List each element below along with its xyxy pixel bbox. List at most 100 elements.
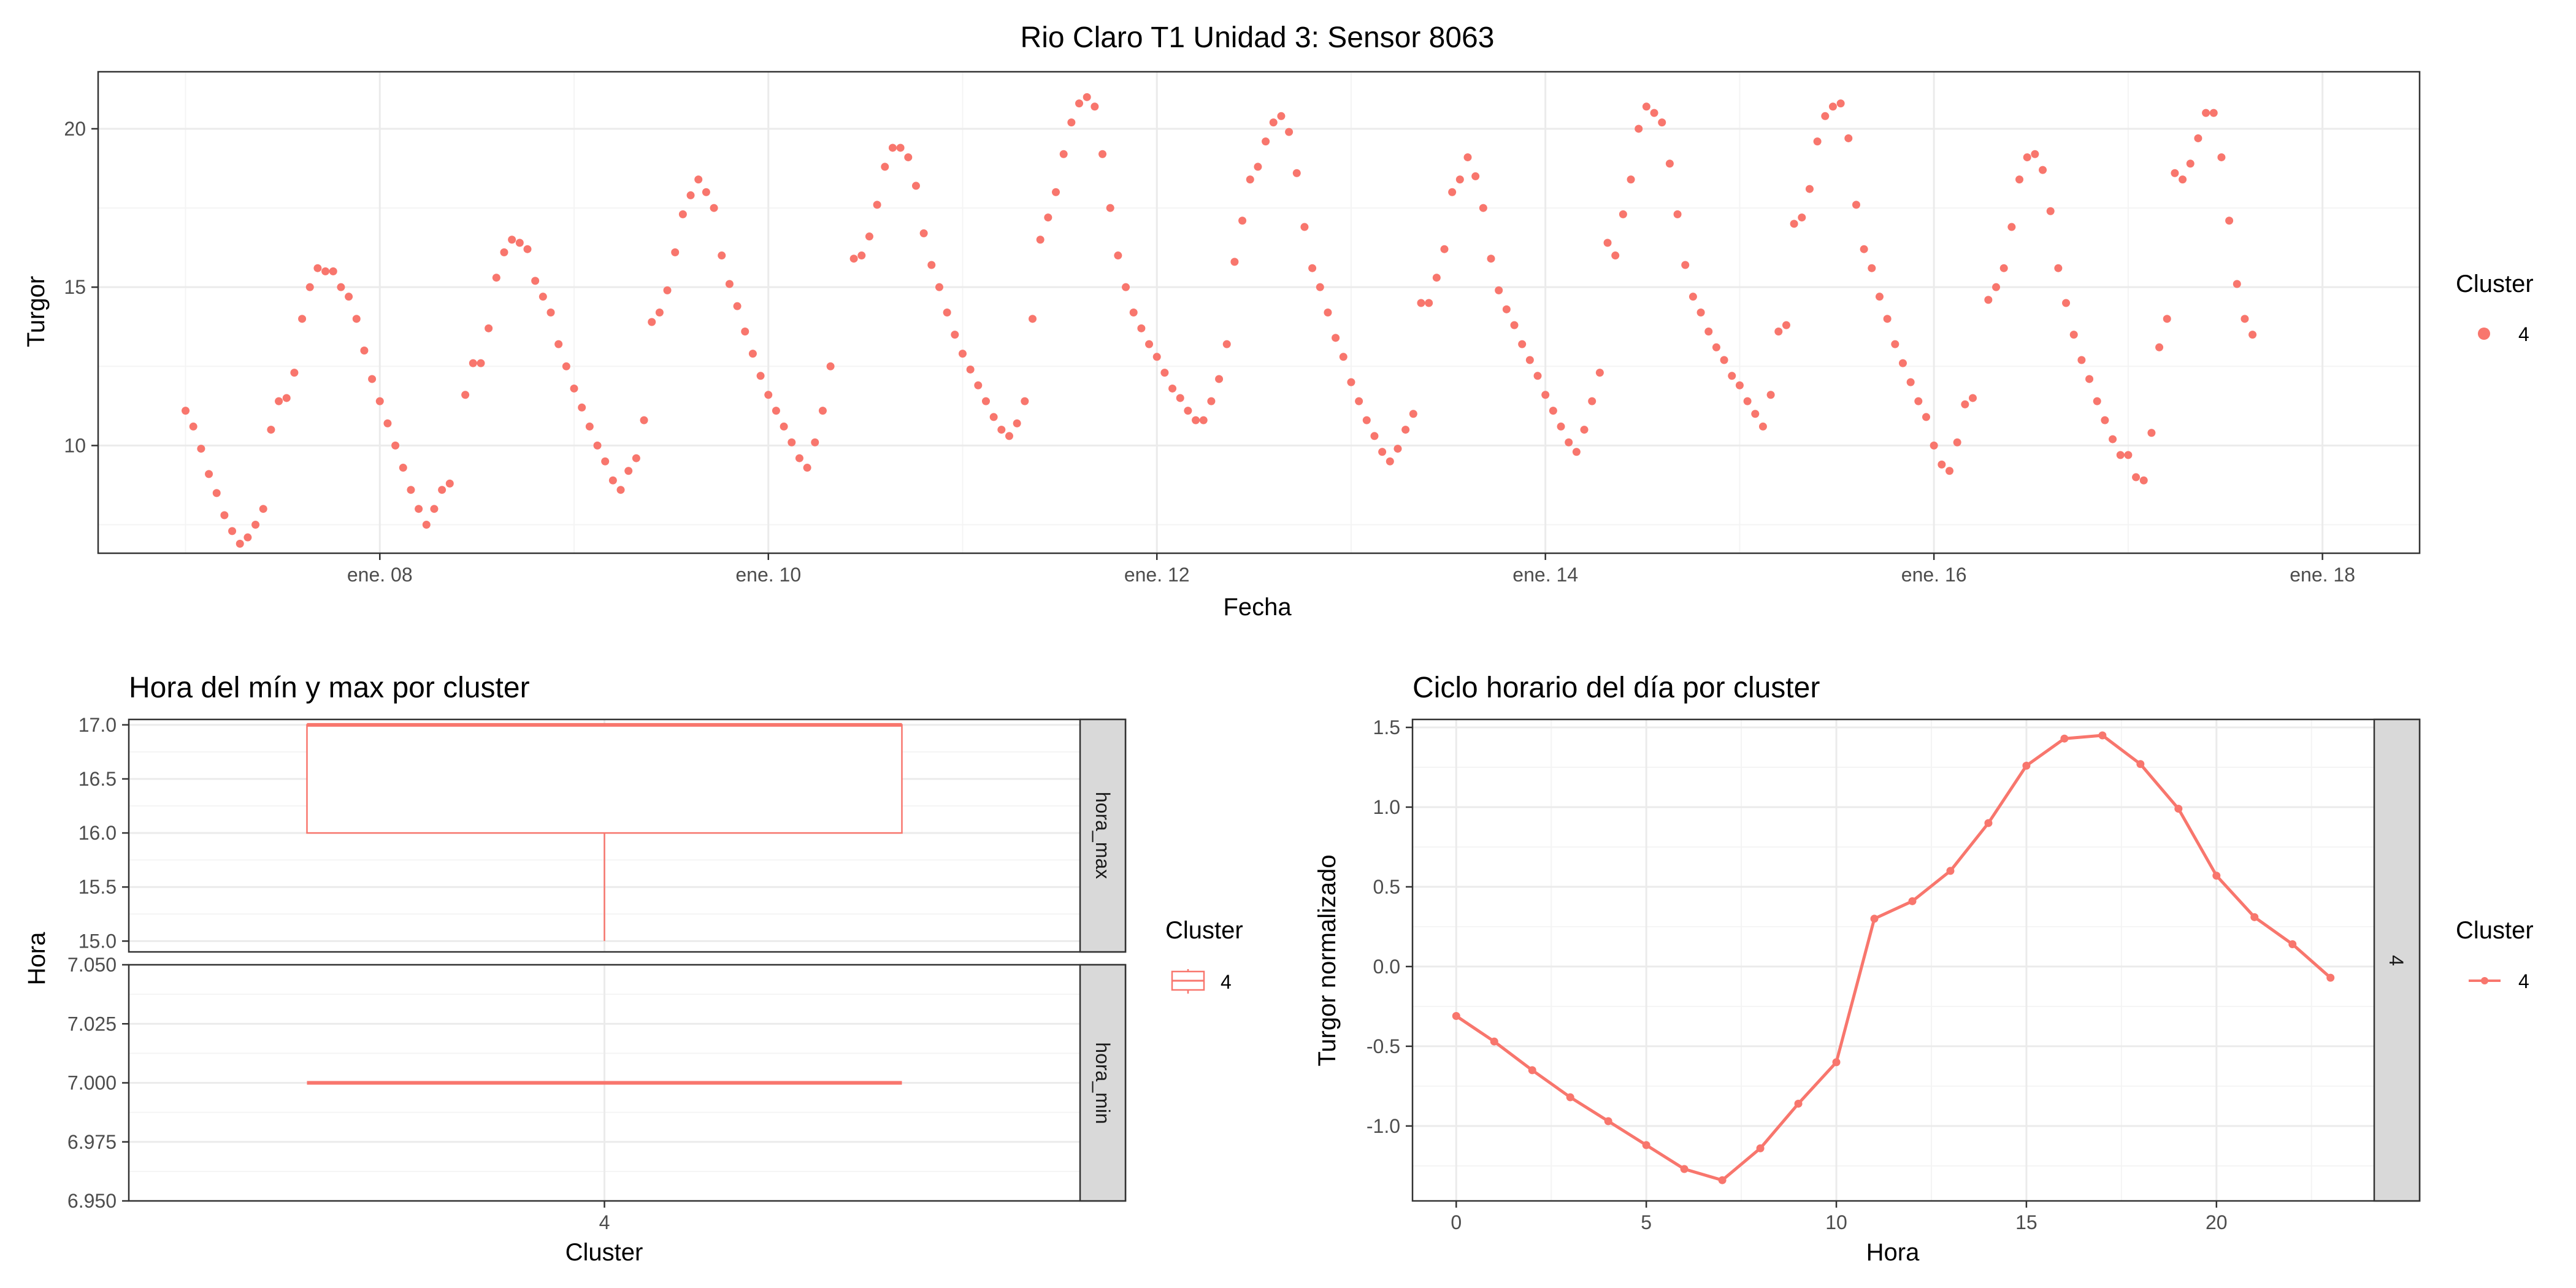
scatter-point (1308, 264, 1317, 272)
scatter-point (1316, 283, 1324, 291)
box-y-tick-label: 7.000 (67, 1072, 117, 1094)
box-y-tick-label: 6.950 (67, 1190, 117, 1212)
scatter-point (1689, 293, 1697, 301)
scatter-point (764, 391, 773, 399)
box-x-tick-label: 4 (599, 1211, 610, 1233)
top-x-axis-title: Fecha (1223, 594, 1292, 621)
top-x-tick-label: ene. 18 (2290, 564, 2355, 586)
line-point (2022, 761, 2031, 770)
scatter-point (329, 267, 337, 275)
top-panel-border (97, 71, 2421, 554)
scatter-point (2031, 150, 2039, 158)
scatter-point (1650, 109, 1658, 117)
scatter-point (756, 372, 765, 380)
scatter-point (360, 346, 369, 355)
scatter-point (725, 280, 734, 288)
scatter-point (1557, 422, 1565, 431)
scatter-point (2039, 166, 2047, 174)
scatter-point (515, 239, 524, 247)
scatter-point (1836, 99, 1845, 108)
box-y-tick-label: 15.0 (79, 930, 117, 952)
scatter-point (896, 144, 905, 152)
scatter-point (1495, 286, 1503, 294)
scatter-point (1122, 283, 1130, 291)
top-legend: Cluster 4 (2456, 270, 2534, 345)
line-series-path (1455, 734, 2332, 1182)
scatter-point (1029, 315, 1037, 323)
box-marks (306, 723, 903, 1085)
scatter-point (492, 274, 500, 282)
scatter-point (1440, 245, 1449, 253)
scatter-point (1502, 305, 1511, 313)
scatter-point (243, 533, 252, 542)
line-point (1490, 1037, 1498, 1046)
line-title: Ciclo horario del día por cluster (1413, 672, 1820, 704)
line-y-tick-label: 1.0 (1373, 796, 1400, 818)
scatter-point (2101, 416, 2109, 424)
scatter-point (748, 350, 757, 358)
line-point (1528, 1066, 1536, 1075)
page-title: Rio Claro T1 Unidad 3: Sensor 8063 (1021, 21, 1495, 54)
scatter-point (1324, 309, 1332, 316)
scatter-point (1790, 220, 1798, 228)
scatter-point (1914, 397, 1923, 405)
scatter-point (593, 441, 602, 450)
scatter-point (1463, 153, 1472, 161)
scatter-point (197, 445, 205, 453)
line-y-axis-title: Turgor normalizado (1314, 854, 1341, 1066)
scatter-point (1642, 102, 1650, 111)
scatter-point (1425, 299, 1433, 307)
scatter-point (1945, 467, 1953, 475)
scatter-point (1114, 251, 1122, 260)
scatter-point (2015, 175, 2024, 184)
scatter-point (678, 210, 687, 218)
scatter-point (345, 293, 353, 301)
scatter-point (1758, 422, 1767, 431)
scatter-point (1992, 283, 2001, 291)
scatter-point (562, 362, 570, 370)
top-y-axis-title: Turgor (23, 276, 50, 347)
scatter-point (974, 381, 983, 389)
scatter-point (951, 331, 959, 339)
box-strip-hora-max: hora_max (1079, 718, 1127, 953)
scatter-point (212, 489, 221, 497)
scatter-point (1300, 223, 1309, 231)
scatter-point (1254, 163, 1262, 171)
scatter-point (710, 204, 718, 212)
scatter-point (655, 309, 664, 316)
scatter-point (2186, 159, 2195, 168)
box-x-axis-title: Cluster (565, 1239, 643, 1266)
top-grid (98, 72, 2420, 553)
scatter-point (1471, 172, 1480, 180)
scatter-point (1565, 438, 1573, 447)
line-point (1870, 914, 1879, 923)
scatter-point (694, 175, 703, 184)
scatter-point (1137, 324, 1146, 332)
scatter-point (508, 236, 516, 244)
box-legend-key-4 (1171, 969, 1205, 994)
scatter-point (2085, 375, 2094, 383)
scatter-point (997, 426, 1006, 434)
scatter-point (1401, 426, 1410, 434)
scatter-point (282, 394, 291, 402)
scatter-point (485, 324, 493, 332)
box-strip-hora-min: hora_min (1079, 964, 1127, 1202)
scatter-point (2155, 343, 2164, 351)
scatter-point (780, 422, 788, 431)
box-strip-bg-hora-min (1079, 964, 1127, 1202)
scatter-point (663, 286, 672, 294)
top-y-tick-label: 10 (64, 434, 86, 456)
scatter-point (795, 454, 803, 462)
scatter-point (1246, 175, 1254, 184)
line-y-tick-label: -0.5 (1367, 1035, 1400, 1057)
scatter-point (1409, 410, 1417, 418)
scatter-point (2202, 109, 2210, 117)
scatter-point (1720, 356, 1728, 364)
scatter-point (1572, 448, 1581, 456)
scatter-point (205, 470, 213, 478)
line-marks (1452, 731, 2335, 1184)
scatter-point (523, 245, 532, 253)
box-y-tick-label: 6.975 (67, 1131, 117, 1153)
scatter-point (1728, 372, 1736, 380)
